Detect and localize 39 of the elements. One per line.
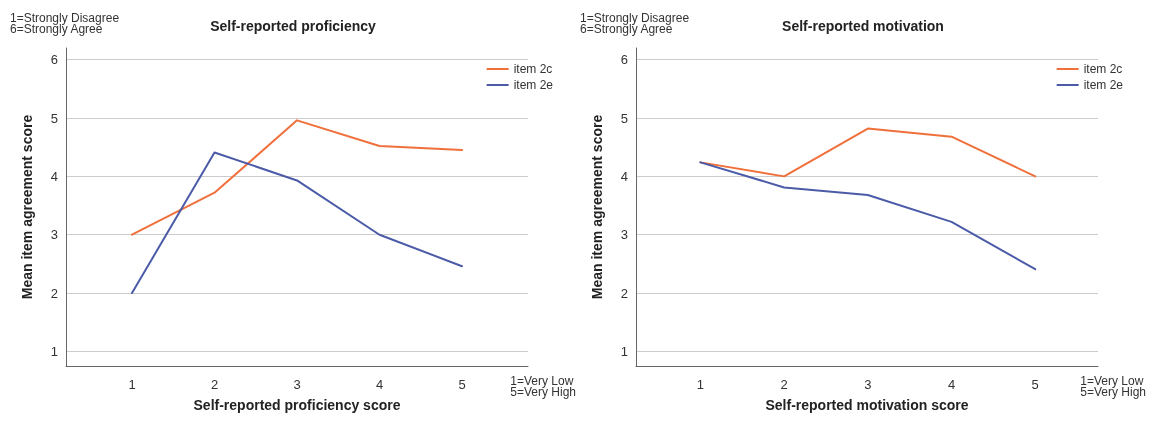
x-axis-title: Self-reported proficiency score bbox=[193, 397, 401, 413]
y-tick-label: 4 bbox=[620, 168, 628, 184]
y-tick-label: 3 bbox=[620, 227, 628, 243]
x-tick-label: 1 bbox=[696, 377, 705, 392]
y-tick-label: 1 bbox=[620, 343, 628, 359]
chart-title: Self-reported proficiency bbox=[210, 18, 377, 34]
y-axis-title: Mean item agreement score bbox=[589, 114, 605, 300]
y-tick-label: 2 bbox=[620, 285, 628, 301]
line-series bbox=[699, 161, 1037, 271]
y-tick-label: 2 bbox=[50, 285, 58, 301]
x-tick-label: 5 bbox=[458, 377, 466, 392]
chart-title: Self-reported motivation bbox=[782, 18, 944, 34]
y-tick-label: 1 bbox=[50, 343, 58, 359]
text: 1=Very Low bbox=[1080, 374, 1144, 388]
text: 1=Strongly Disagree bbox=[580, 11, 690, 25]
x-tick-label: 3 bbox=[293, 377, 301, 392]
x-tick-label: 2 bbox=[780, 377, 788, 392]
y-tick-label: 6 bbox=[620, 52, 628, 68]
x-axis-title: Self-reported motivation score bbox=[765, 397, 969, 413]
x-tick-label: 1 bbox=[128, 377, 136, 392]
x-tick-label: 5 bbox=[1031, 377, 1039, 392]
x-tick-label: 4 bbox=[375, 377, 384, 392]
legend-label: item 2c bbox=[513, 62, 553, 76]
y-tick-label: 4 bbox=[50, 168, 58, 184]
y-tick-label: 5 bbox=[620, 110, 628, 126]
legend-label: item 2c bbox=[1083, 62, 1123, 76]
x-tick-label: 2 bbox=[210, 377, 219, 392]
text: 1=Very Low bbox=[510, 374, 574, 388]
x-tick-label: 4 bbox=[947, 377, 956, 392]
y-tick-label: 5 bbox=[50, 110, 58, 126]
line-series bbox=[131, 119, 463, 236]
text: 1=Strongly Disagree bbox=[10, 11, 120, 25]
line-series bbox=[131, 151, 463, 295]
legend-label: item 2e bbox=[1083, 78, 1124, 92]
y-axis-title: Mean item agreement score bbox=[19, 114, 35, 300]
y-tick-label: 3 bbox=[50, 227, 58, 243]
y-tick-label: 6 bbox=[50, 52, 58, 68]
x-tick-label: 3 bbox=[864, 377, 872, 392]
legend-label: item 2e bbox=[513, 78, 554, 92]
